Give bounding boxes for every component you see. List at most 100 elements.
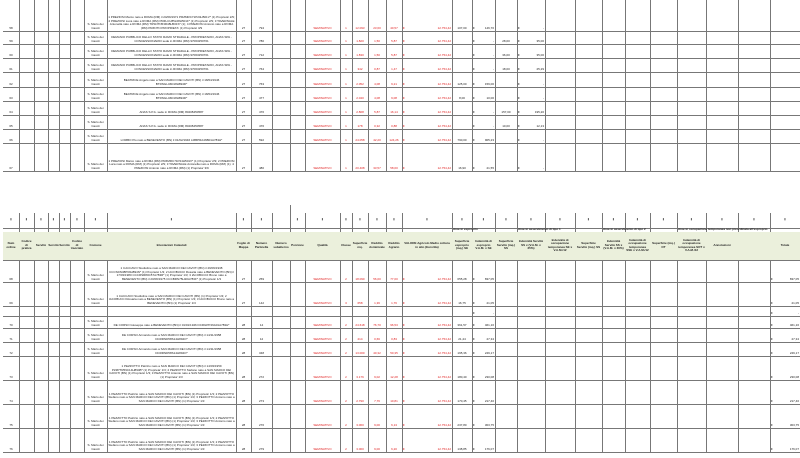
cell-ss [495, 87, 518, 102]
cell-value: 176,07 [484, 446, 494, 451]
currency-symbol: € [771, 310, 773, 315]
cell-empty [738, 316, 771, 329]
cell-empty [272, 143, 291, 172]
currency-symbol: € [403, 374, 405, 379]
column-header: Num ordine [3, 232, 20, 261]
currency-symbol: € [473, 109, 475, 114]
cell-tot [770, 72, 800, 88]
cell-empty [575, 101, 603, 116]
cell-empty [34, 72, 49, 88]
cell-empty [290, 328, 306, 343]
currency-symbol: € [518, 165, 520, 170]
currency-symbol: € [473, 25, 475, 30]
cell-empty [545, 428, 576, 453]
cell-tot [770, 129, 800, 144]
cell-vam: €12.754,42 [402, 58, 453, 73]
cell-loc: S. Mario dei Cavoli [84, 356, 108, 381]
cell-empty [59, 328, 71, 343]
cell-empty [290, 380, 306, 405]
cell-value: 12.754,42 [437, 322, 451, 327]
cell-empty [290, 428, 306, 453]
cell-empty [625, 72, 651, 88]
cell-part: 348 [251, 342, 273, 357]
column-marker-icon: ▮ [402, 213, 453, 229]
column-marker-icon: ▮ [340, 213, 353, 229]
cell-rd: 9,00 [368, 404, 387, 429]
cell-int: BEATRICE Angelo nato a SAN MARCO DEI CAV… [107, 87, 237, 102]
cell-vam: €12.754,42 [402, 101, 453, 116]
column-marker-icon: ▮ [368, 213, 387, 229]
cell-loc: S. Mario dei Cavoli [84, 404, 108, 429]
cell-loc: S. Mario dei Cavoli [84, 72, 108, 88]
cell-cl: 2 [340, 356, 353, 381]
cell-loc: S. Mario dei Cavoli [84, 316, 108, 329]
cell-is: € - [517, 72, 546, 88]
cell-empty [706, 282, 739, 307]
cell-ra: 5,87 [386, 31, 403, 45]
cell-empty [602, 101, 626, 116]
cell-fg: 28 [236, 328, 252, 343]
column-header: Numero Particella [251, 232, 273, 261]
cell-se [452, 58, 473, 73]
cell-ss [495, 428, 518, 453]
column-marker-icon: ▮ [34, 213, 49, 229]
cell-empty [19, 260, 35, 283]
cell-empty [272, 115, 291, 130]
currency-symbol: € [473, 336, 475, 341]
cell-int: ANAS S.P.A. sede in ROMA (RM) 8020845058… [107, 101, 237, 116]
cell-empty [272, 87, 291, 102]
cell-empty [677, 380, 707, 405]
cell-ie: €159,00 [472, 72, 496, 88]
cell-cl: 2 [340, 404, 353, 429]
cell-se [452, 101, 473, 116]
currency-symbol: € [473, 165, 475, 170]
cell-is [517, 282, 546, 307]
cell-value: - [543, 25, 544, 30]
cell-empty [70, 260, 85, 283]
cell-empty [602, 306, 626, 317]
cell-fg: 27 [236, 129, 252, 144]
cell-q: SEMINATIVO [305, 31, 341, 45]
cell-part: 712 [251, 44, 273, 59]
cell-ie: €10,00 [472, 87, 496, 102]
cell-int: 1 PEZZOTTO Patrizio nato a SAN MARCO DEI… [107, 356, 237, 381]
column-header: Porzione [290, 232, 306, 261]
cell-value: 303,75 [484, 422, 494, 427]
cell-tot: €837,05 [770, 260, 800, 283]
cell-loc: S. Mario dei Cavoli [84, 428, 108, 453]
cell-value: 12.754,42 [437, 25, 451, 30]
cell-ie: €230,08 [472, 356, 496, 381]
cell-empty [650, 328, 678, 343]
cell-loc: S. Mario dei Cavoli [84, 31, 108, 45]
cell-value: 35,00 [536, 52, 544, 57]
currency-symbol: € [473, 137, 475, 142]
cell-part: 476 [251, 101, 273, 116]
cell-vam: €12.754,42 [402, 282, 453, 307]
cell-rd: 0,32 [368, 115, 387, 130]
cell-value: 249,17 [484, 350, 494, 355]
cell-empty [650, 44, 678, 59]
cell-empty [48, 342, 60, 357]
currency-symbol: € [771, 322, 773, 327]
column-header: Comune [84, 232, 108, 261]
cell-ie: € - [472, 115, 496, 130]
cell-empty [738, 115, 771, 130]
cell-se: 16,90 [452, 143, 473, 172]
cell-value: 21,55 [486, 165, 494, 170]
cell-int: 1 PEZZOTTO Patrizio nato a SAN MARCO DEI… [107, 428, 237, 453]
currency-symbol: € [403, 137, 405, 142]
currency-symbol: € [403, 52, 405, 57]
currency-symbol: € [518, 137, 520, 142]
cell-empty [59, 342, 71, 357]
column-marker-icon: ▮ [3, 213, 20, 229]
cell-empty [602, 31, 626, 45]
cell-vam: €12.754,42 [402, 260, 453, 283]
cell-n: 70 [3, 316, 20, 329]
cell-int: 1 PREZIOSI Marco nato a ROMA (RM) PRZMRC… [107, 143, 237, 172]
cell-loc: S. Mario dei Cavoli [84, 0, 108, 32]
cell-empty [272, 306, 291, 317]
cell-empty [59, 282, 71, 307]
column-header: Codice di tracciato [70, 232, 85, 261]
cell-empty [677, 72, 707, 88]
cell-empty [545, 58, 576, 73]
